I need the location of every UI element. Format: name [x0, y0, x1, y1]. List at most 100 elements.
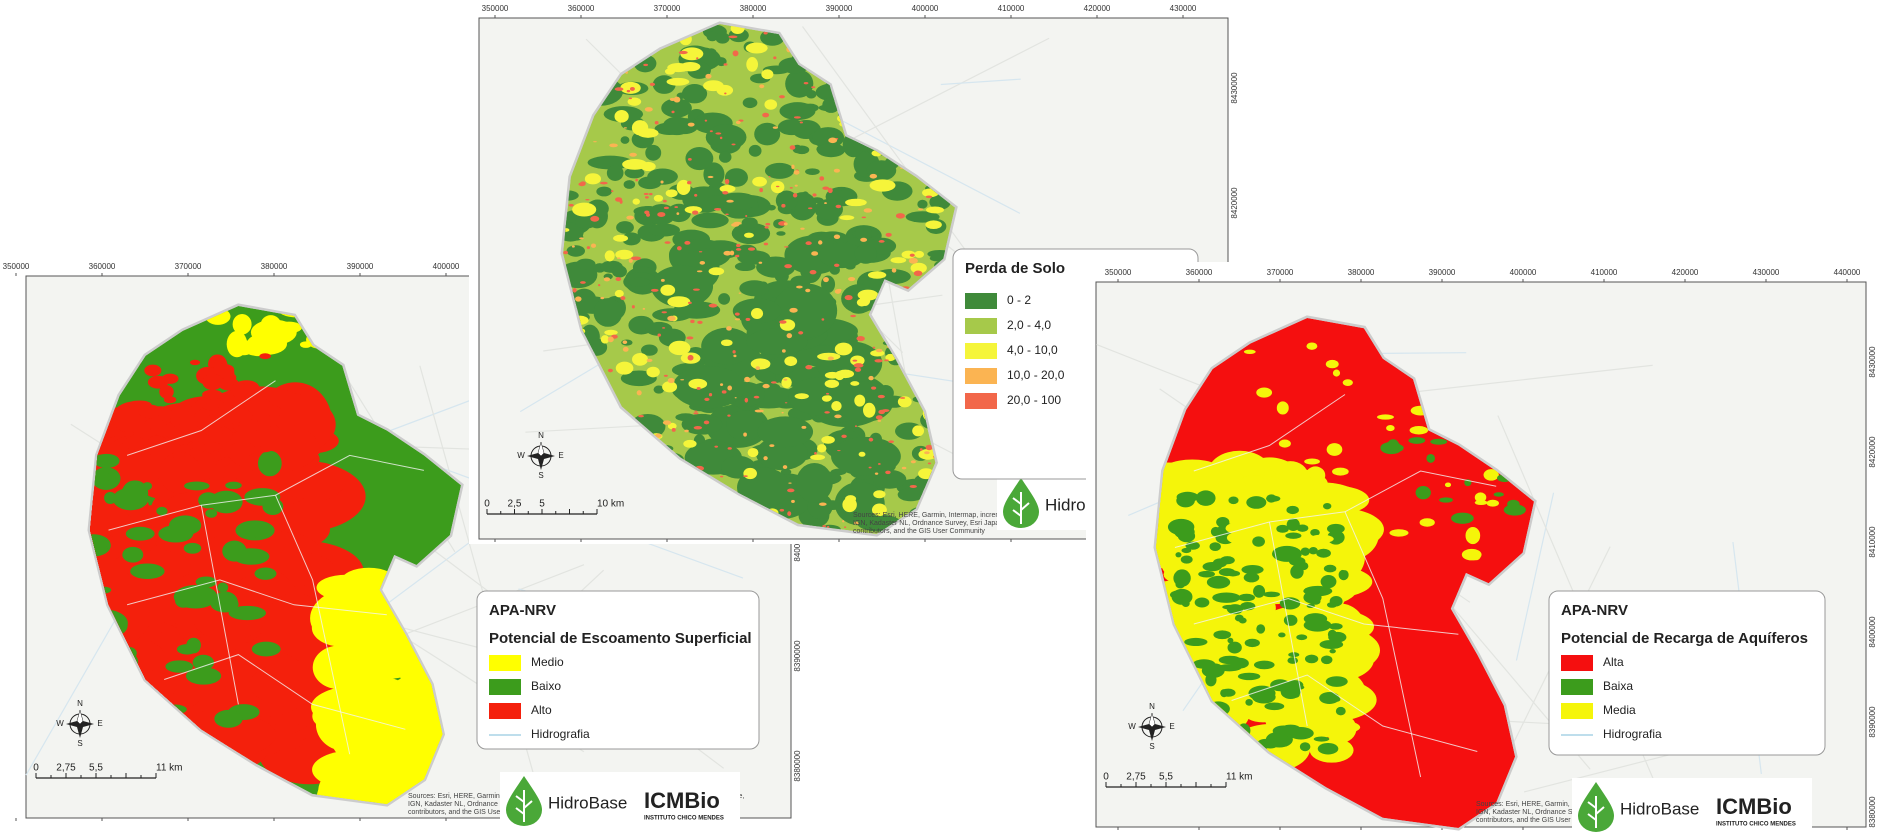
- attribution: contributors, and the GIS User Community: [853, 528, 985, 535]
- x-coord-label: 350000: [3, 262, 30, 271]
- class-patch: [891, 268, 897, 273]
- class-patch: [833, 234, 841, 239]
- class-patch: [775, 190, 798, 211]
- class-patch: [779, 320, 787, 324]
- class-patch: [655, 433, 662, 438]
- class-patch: [726, 410, 764, 441]
- class-patch: [615, 361, 634, 375]
- class-patch: [874, 359, 883, 363]
- class-patch: [657, 333, 662, 337]
- class-patch: [133, 564, 154, 578]
- class-patch: [853, 363, 864, 368]
- class-patch: [743, 475, 748, 478]
- class-patch: [667, 296, 691, 308]
- legend-subtitle: Potencial de Recarga de Aquíferos: [1561, 630, 1808, 647]
- class-patch: [875, 348, 883, 353]
- hidrobase-leaf: [1587, 796, 1605, 828]
- class-patch: [726, 326, 732, 331]
- class-patch: [1256, 387, 1273, 398]
- x-coord-label: 370000: [654, 4, 681, 13]
- class-patch: [818, 240, 823, 245]
- class-patch: [1174, 525, 1195, 539]
- class-patch: [614, 289, 624, 298]
- class-patch: [781, 349, 786, 353]
- class-patch: [909, 253, 915, 257]
- class-patch: [1184, 637, 1208, 647]
- class-patch: [1461, 548, 1482, 561]
- class-patch: [885, 470, 891, 475]
- compass-letter: E: [558, 451, 563, 460]
- class-patch: [662, 327, 666, 329]
- legend-swatch: [965, 343, 997, 359]
- legend-label: Media: [1603, 703, 1636, 717]
- compass-letter: N: [77, 699, 83, 708]
- class-patch: [718, 151, 732, 163]
- legend-box: [476, 590, 760, 750]
- class-patch: [1213, 630, 1232, 640]
- class-patch: [1227, 641, 1242, 654]
- class-patch: [877, 419, 882, 422]
- class-patch: [1241, 565, 1264, 575]
- class-patch: [640, 161, 656, 172]
- road: [1515, 492, 1555, 661]
- river: [1231, 674, 1478, 752]
- class-patch: [667, 377, 675, 384]
- class-patch: [1342, 379, 1353, 387]
- class-patch: [629, 152, 637, 157]
- legend-swatch: [965, 368, 997, 384]
- class-patch: [791, 164, 795, 170]
- class-patch: [660, 278, 665, 282]
- class-patch: [741, 217, 758, 229]
- class-patch: [691, 212, 729, 229]
- y-coord-label: 8380000: [793, 750, 802, 782]
- class-patch: [919, 448, 923, 451]
- class-patch: [783, 222, 788, 226]
- x-coord-label: 400000: [1510, 268, 1537, 277]
- class-patch: [897, 396, 912, 408]
- river: [1268, 521, 1308, 727]
- class-patch: [782, 465, 788, 470]
- class-patch: [662, 420, 672, 425]
- attribution: IGN, Kadaster NL, Ordnance Survey, Esri …: [853, 520, 1060, 527]
- class-patch: [900, 397, 906, 399]
- class-patch: [715, 32, 730, 44]
- class-patch: [872, 469, 907, 489]
- class-patch: [622, 340, 628, 345]
- class-patch: [678, 50, 688, 55]
- class-patch: [609, 143, 618, 148]
- class-patch: [772, 126, 778, 129]
- class-patch: [719, 383, 724, 387]
- x-coord-label: 390000: [347, 262, 374, 271]
- legend-label: 10,0 - 20,0: [1007, 368, 1065, 382]
- y-coord-label: 8430000: [1868, 346, 1877, 378]
- class-patch: [1474, 492, 1487, 503]
- class-patch: [817, 352, 841, 361]
- class-patch: [784, 356, 798, 367]
- logo-bg: [1572, 778, 1812, 834]
- river: [200, 505, 239, 705]
- class-patch: [779, 95, 785, 99]
- class-patch: [1444, 482, 1452, 488]
- class-patch: [925, 220, 942, 230]
- class-patch: [762, 383, 770, 389]
- class-patch: [1206, 575, 1231, 589]
- class-patch: [694, 193, 698, 197]
- x-coord-label: 350000: [1105, 268, 1132, 277]
- logos: HidroBase ICMBio INSTITUTO CHICO MENDES: [1572, 778, 1812, 834]
- class-patch: [127, 400, 152, 410]
- class-patch: [845, 495, 857, 503]
- class-patch: [1327, 744, 1337, 753]
- class-patch: [727, 385, 733, 391]
- class-patch: [777, 119, 806, 136]
- class-patch: [1326, 602, 1338, 608]
- class-patch: [649, 82, 656, 86]
- class-patch: [744, 232, 754, 238]
- class-patch: [210, 595, 239, 613]
- class-patch: [611, 265, 627, 278]
- class-patch: [870, 386, 877, 390]
- class-patch: [761, 69, 774, 80]
- class-patch: [745, 317, 751, 321]
- class-patch: [1276, 401, 1289, 415]
- class-patch: [1303, 591, 1322, 604]
- class-patch: [818, 242, 865, 269]
